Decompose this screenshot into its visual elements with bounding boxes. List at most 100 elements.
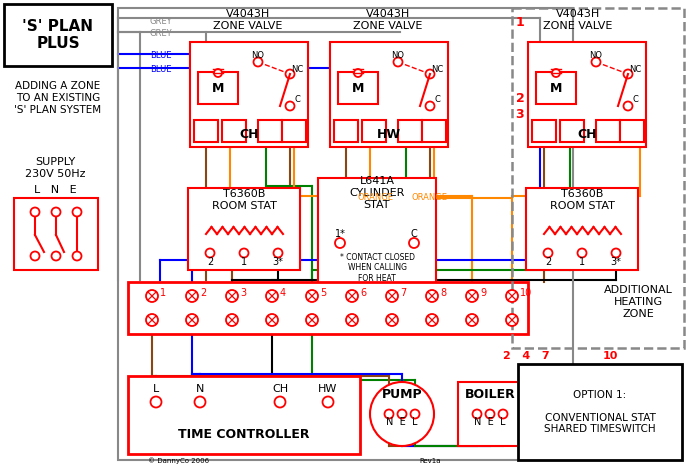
Circle shape: [335, 238, 345, 248]
Bar: [194, 120, 218, 142]
Text: OPTION 1:

CONVENTIONAL STAT
SHARED TIMESWITCH: OPTION 1: CONVENTIONAL STAT SHARED TIMES…: [544, 389, 655, 434]
Text: V4043H
ZONE VALVE: V4043H ZONE VALVE: [353, 9, 423, 31]
Circle shape: [239, 249, 248, 257]
Text: 8: 8: [440, 288, 446, 298]
Text: T6360B
ROOM STAT: T6360B ROOM STAT: [212, 189, 277, 211]
Text: BLUE: BLUE: [150, 66, 172, 74]
Text: 3: 3: [515, 108, 524, 120]
Text: NC: NC: [629, 66, 641, 74]
Circle shape: [273, 249, 282, 257]
Text: 1*: 1*: [335, 229, 346, 239]
Text: L   N   E: L N E: [34, 185, 77, 195]
Circle shape: [411, 410, 420, 418]
Bar: [458, 382, 522, 446]
Bar: [528, 42, 646, 147]
Text: NC: NC: [431, 66, 443, 74]
Bar: [190, 42, 308, 147]
Text: SUPPLY
230V 50Hz: SUPPLY 230V 50Hz: [25, 157, 86, 179]
Circle shape: [426, 290, 438, 302]
Bar: [330, 42, 448, 147]
Text: * CONTACT CLOSED
WHEN CALLING
FOR HEAT: * CONTACT CLOSED WHEN CALLING FOR HEAT: [339, 253, 415, 283]
Text: BLUE: BLUE: [150, 51, 172, 60]
Text: 3: 3: [240, 288, 246, 298]
Bar: [258, 120, 282, 142]
Circle shape: [52, 207, 61, 217]
Text: NO: NO: [251, 51, 264, 59]
Bar: [128, 376, 360, 454]
Text: © DannyCo 2006: © DannyCo 2006: [148, 458, 209, 464]
Circle shape: [498, 410, 508, 418]
Bar: [512, 8, 684, 348]
Text: 1: 1: [515, 15, 524, 29]
Text: C: C: [411, 229, 417, 239]
Text: 1: 1: [579, 257, 585, 267]
Circle shape: [150, 396, 161, 408]
Text: M: M: [352, 81, 364, 95]
Text: 10: 10: [520, 288, 532, 298]
Circle shape: [624, 70, 633, 79]
Circle shape: [466, 314, 478, 326]
Bar: [422, 120, 446, 142]
Text: 2: 2: [515, 92, 524, 104]
Text: C: C: [294, 95, 300, 104]
Text: N  E  L: N E L: [386, 417, 417, 427]
Circle shape: [552, 69, 560, 77]
Circle shape: [384, 410, 393, 418]
Text: 1: 1: [160, 288, 166, 298]
Text: ADDITIONAL
HEATING
ZONE: ADDITIONAL HEATING ZONE: [604, 285, 673, 319]
Text: CH: CH: [239, 127, 259, 140]
Text: Rev1a: Rev1a: [420, 458, 441, 464]
Text: 3*: 3*: [273, 257, 284, 267]
Text: C: C: [434, 95, 440, 104]
Circle shape: [275, 396, 286, 408]
Circle shape: [486, 410, 495, 418]
Circle shape: [506, 314, 518, 326]
Text: 2: 2: [200, 288, 206, 298]
Text: 9: 9: [480, 288, 486, 298]
Circle shape: [624, 102, 633, 110]
Bar: [4, 4, 112, 66]
Bar: [318, 178, 436, 296]
Circle shape: [591, 58, 600, 66]
Circle shape: [354, 69, 362, 77]
Bar: [362, 120, 386, 142]
Bar: [532, 120, 556, 142]
Text: 3*: 3*: [611, 257, 622, 267]
Circle shape: [386, 290, 398, 302]
Text: NO: NO: [589, 51, 602, 59]
Circle shape: [146, 290, 158, 302]
Circle shape: [52, 251, 61, 261]
Circle shape: [346, 314, 358, 326]
Bar: [526, 188, 638, 270]
Circle shape: [195, 396, 206, 408]
Text: ADDING A ZONE
TO AN EXISTING
'S' PLAN SYSTEM: ADDING A ZONE TO AN EXISTING 'S' PLAN SY…: [14, 81, 101, 115]
Text: CH: CH: [272, 384, 288, 394]
Circle shape: [226, 314, 238, 326]
Circle shape: [30, 251, 39, 261]
Circle shape: [386, 314, 398, 326]
Text: GREY: GREY: [150, 29, 172, 38]
Circle shape: [409, 238, 419, 248]
Bar: [198, 72, 238, 104]
Circle shape: [186, 290, 198, 302]
Circle shape: [286, 70, 295, 79]
Circle shape: [506, 290, 518, 302]
Bar: [188, 188, 300, 270]
Circle shape: [322, 396, 333, 408]
Text: 6: 6: [360, 288, 366, 298]
Bar: [334, 120, 358, 142]
Text: V4043H
ZONE VALVE: V4043H ZONE VALVE: [213, 9, 283, 31]
Bar: [596, 120, 620, 142]
Circle shape: [306, 290, 318, 302]
Text: ORANGE: ORANGE: [412, 193, 448, 203]
Circle shape: [72, 207, 81, 217]
Bar: [518, 364, 682, 460]
Circle shape: [426, 70, 435, 79]
Circle shape: [578, 249, 586, 257]
Circle shape: [306, 314, 318, 326]
Circle shape: [286, 102, 295, 110]
Text: L641A
CYLINDER
STAT: L641A CYLINDER STAT: [349, 176, 405, 210]
Circle shape: [214, 69, 222, 77]
Text: HW: HW: [377, 127, 401, 140]
Text: 10: 10: [602, 351, 618, 361]
